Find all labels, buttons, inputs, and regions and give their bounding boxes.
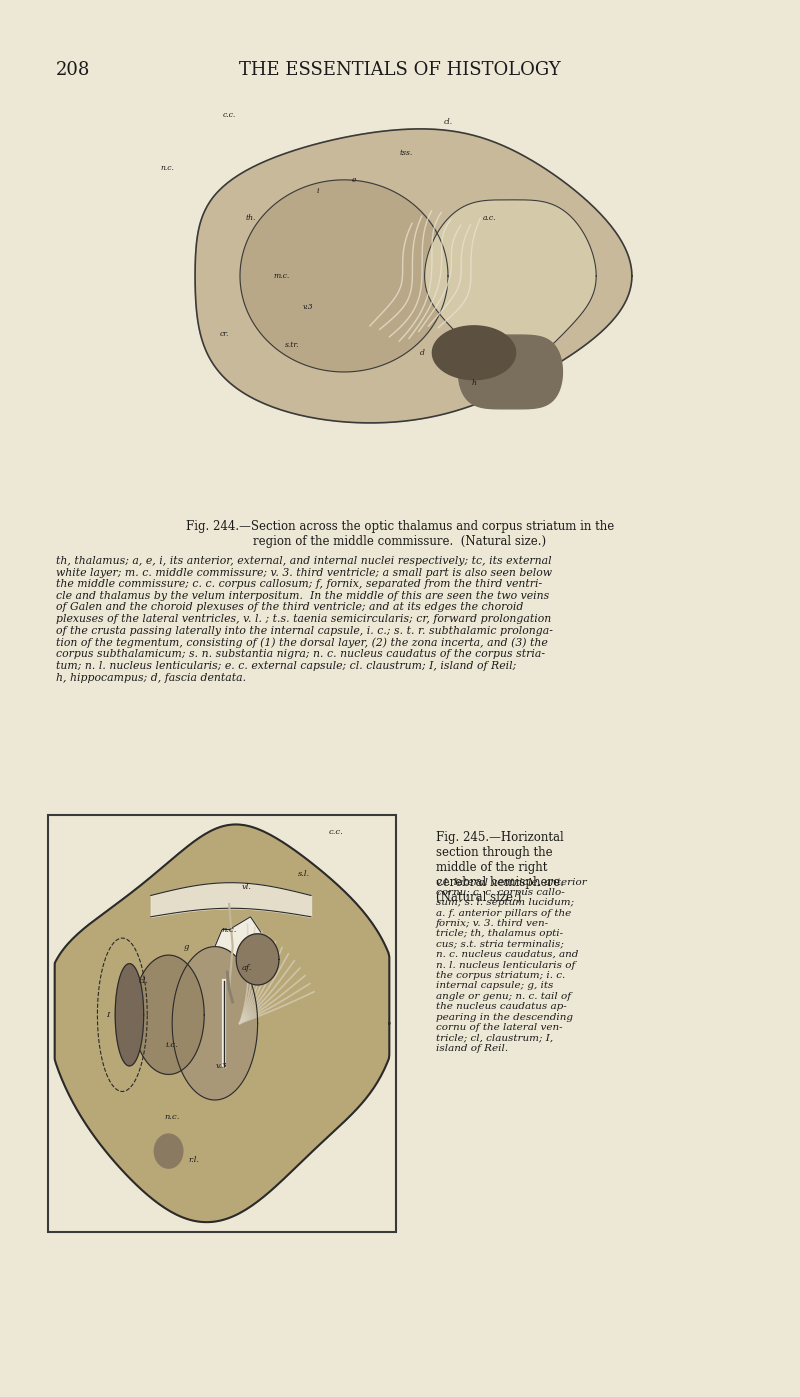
Text: I: I [106, 1011, 110, 1018]
FancyBboxPatch shape [47, 814, 397, 1232]
Text: c.c.: c.c. [329, 827, 343, 835]
Text: d: d [419, 349, 425, 356]
Text: e: e [352, 176, 357, 184]
Text: s.tr.: s.tr. [285, 341, 299, 349]
Polygon shape [458, 335, 562, 409]
Polygon shape [154, 1134, 183, 1168]
Text: cr.: cr. [220, 330, 229, 338]
Text: a.c.: a.c. [483, 214, 496, 222]
Text: s.l.: s.l. [298, 870, 310, 879]
Text: th.: th. [246, 214, 255, 222]
Polygon shape [240, 180, 448, 372]
Text: th, thalamus; a, e, i, its anterior, external, and internal nuclei respectively;: th, thalamus; a, e, i, its anterior, ext… [56, 556, 553, 683]
Text: i.c.: i.c. [166, 1041, 178, 1049]
Polygon shape [236, 933, 279, 985]
Text: n.c.: n.c. [165, 1113, 180, 1120]
Polygon shape [425, 200, 596, 369]
Polygon shape [115, 964, 144, 1066]
Polygon shape [172, 947, 258, 1099]
Text: i: i [317, 187, 319, 196]
Text: n.c.: n.c. [222, 926, 237, 933]
Text: vl.: vl. [242, 883, 252, 891]
Text: v.3: v.3 [216, 1062, 228, 1070]
Text: af.: af. [242, 964, 252, 972]
Text: tss.: tss. [400, 149, 413, 156]
Text: 208: 208 [56, 61, 90, 80]
Text: n.c.: n.c. [160, 165, 174, 172]
Text: v.3: v.3 [302, 303, 313, 310]
Text: c.c.: c.c. [223, 110, 236, 119]
Text: Fig. 245.—Horizontal
section through the
middle of the right
cerebral hemisphere: Fig. 245.—Horizontal section through the… [436, 831, 564, 904]
Text: r.l.: r.l. [188, 1155, 199, 1164]
Polygon shape [133, 956, 204, 1074]
Polygon shape [195, 129, 632, 423]
Text: cl.: cl. [443, 119, 453, 126]
Text: cl.: cl. [138, 977, 149, 985]
Text: v.l. lateral ventricle, anterior
cornu; c. c. corpus callo-
sum; s. l. septum lu: v.l. lateral ventricle, anterior cornu; … [436, 877, 586, 1053]
Text: h: h [471, 380, 477, 387]
Text: THE ESSENTIALS OF HISTOLOGY: THE ESSENTIALS OF HISTOLOGY [239, 61, 561, 80]
Polygon shape [54, 824, 390, 1222]
Polygon shape [215, 916, 265, 981]
Text: Fig. 244.—Section across the optic thalamus and corpus striatum in the
region of: Fig. 244.—Section across the optic thala… [186, 520, 614, 548]
Polygon shape [433, 326, 515, 380]
Text: m.c.: m.c. [274, 272, 290, 279]
Text: g: g [184, 943, 189, 950]
